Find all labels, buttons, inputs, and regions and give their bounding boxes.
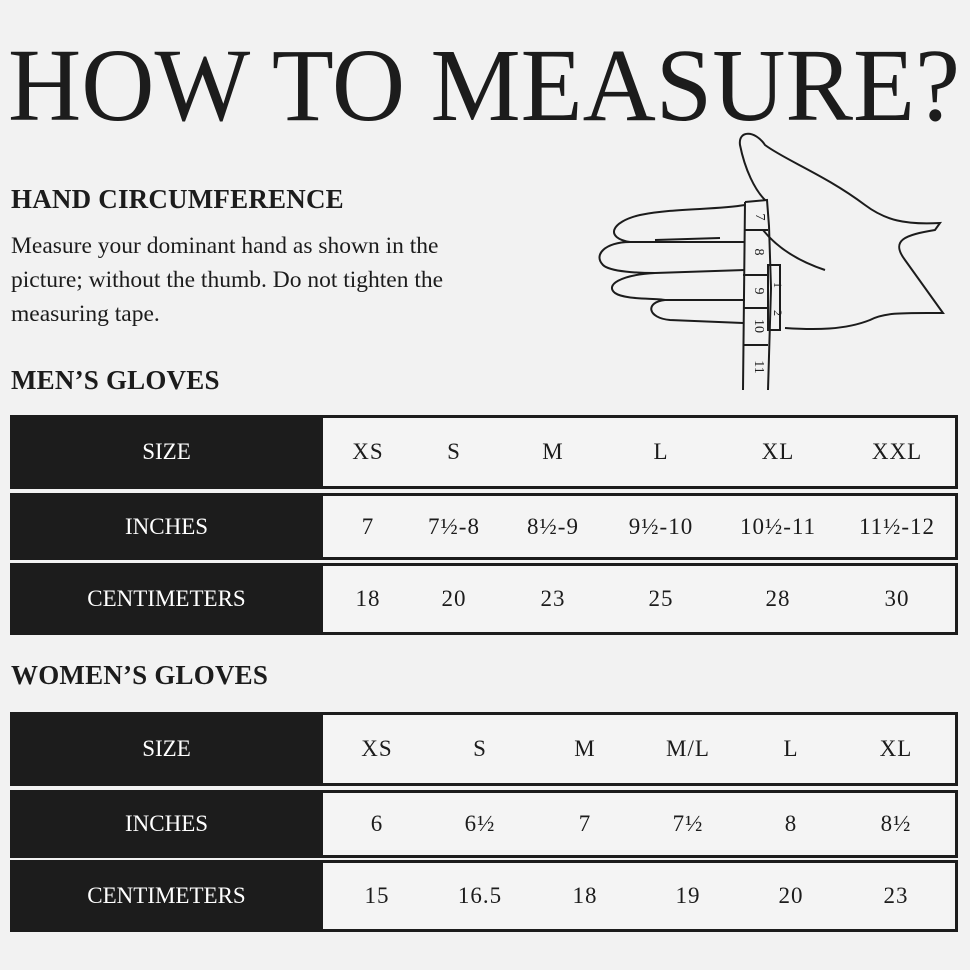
table-cell: 30 [884,586,910,611]
table-cell: 20 [778,883,804,908]
table-cell: 8½ [880,811,912,836]
table-cell: M [574,736,596,761]
mens-row-inches: INCHES 7 7½-8 8½-9 9½-10 10½-11 11½-12 [10,493,958,560]
instruction-line: measuring tape. [11,301,160,327]
table-cell: 28 [765,586,791,611]
mens-row-centimeters: CENTIMETERS 18 20 23 25 28 30 [10,563,958,635]
svg-text:2: 2 [771,310,785,316]
hand-measuring-illustration: 7 8 9 10 11 1 2 [598,132,945,390]
table-cell: 20 [441,586,467,611]
mens-gloves-heading: MEN’S GLOVES [11,365,220,395]
svg-text:1: 1 [771,282,785,288]
table-cell: 18 [572,883,598,908]
table-cell: S [447,439,461,464]
row-values: XS S M M/L L XL [323,712,958,786]
table-cell: 6 [370,811,384,836]
table-cell: 6½ [464,811,496,836]
svg-text:11: 11 [751,360,766,373]
measure-instructions: Measure your dominant hand as shown in t… [11,229,551,331]
tape-numbers: 7 8 9 10 11 1 2 [751,214,785,374]
womens-row-centimeters: CENTIMETERS 15 16.5 18 19 20 23 [10,860,958,932]
table-cell: 19 [675,883,701,908]
page-title: HOW TO MEASURE? [8,28,960,132]
table-cell: XL [761,439,795,464]
table-cell: 7 [578,811,592,836]
table-cell: 23 [540,586,566,611]
row-values: 7 7½-8 8½-9 9½-10 10½-11 11½-12 [323,493,958,560]
table-cell: 7 [361,513,375,539]
row-values: 18 20 23 25 28 30 [323,563,958,635]
row-label: CENTIMETERS [10,860,323,932]
table-cell: M [542,439,564,464]
table-cell: XL [879,736,913,761]
table-cell: 9½-10 [628,513,694,539]
table-cell: 16.5 [457,883,503,908]
row-label: CENTIMETERS [10,563,323,635]
row-label: INCHES [10,790,323,858]
table-cell: XS [352,439,384,464]
svg-text:8: 8 [751,249,766,256]
table-cell: XS [361,736,393,761]
table-cell: L [653,439,669,464]
instruction-line: Measure your dominant hand as shown in t… [11,233,439,259]
table-cell: 18 [355,586,381,611]
table-cell: S [473,736,487,761]
table-cell: 11½-12 [858,513,936,539]
table-cell: 25 [648,586,674,611]
row-label: INCHES [10,493,323,560]
svg-text:7: 7 [752,214,767,221]
table-cell: L [783,736,799,761]
table-cell: XXL [871,439,923,464]
row-values: 6 6½ 7 7½ 8 8½ [323,790,958,858]
instruction-line: picture; without the thumb. Do not tight… [11,267,444,293]
row-values: XS S M L XL XXL [323,415,958,489]
svg-text:9: 9 [751,288,766,295]
womens-row-inches: INCHES 6 6½ 7 7½ 8 8½ [10,790,958,858]
table-cell: 10½-11 [739,513,817,539]
table-cell: 15 [364,883,390,908]
hand-circumference-heading: HAND CIRCUMFERENCE [11,184,344,214]
table-cell: 7½ [672,811,704,836]
table-cell: 8½-9 [527,513,579,539]
table-cell: 8 [784,811,798,836]
table-cell: M/L [666,736,710,761]
mens-row-size: SIZE XS S M L XL XXL [10,415,958,489]
row-values: 15 16.5 18 19 20 23 [323,860,958,932]
womens-row-size: SIZE XS S M M/L L XL [10,712,958,786]
womens-gloves-heading: WOMEN’S GLOVES [11,660,269,690]
row-label: SIZE [10,415,323,489]
table-cell: 23 [883,883,909,908]
row-label: SIZE [10,712,323,786]
svg-text:10: 10 [751,319,766,333]
svg-text:HOW TO MEASURE?: HOW TO MEASURE? [8,28,960,132]
table-cell: 7½-8 [428,513,480,539]
